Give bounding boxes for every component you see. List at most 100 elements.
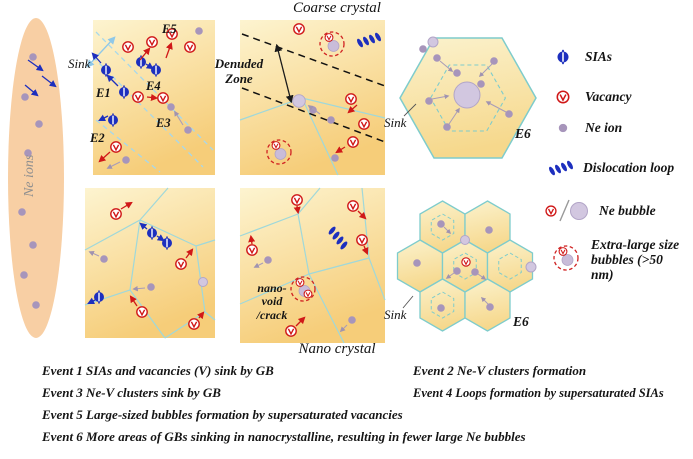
panel-background	[240, 20, 385, 175]
legend-icons	[545, 48, 588, 270]
vacancy-icon	[345, 93, 357, 105]
ne-ion-icon	[331, 154, 339, 162]
sink-label-hex-bottom: Sink	[384, 307, 407, 322]
nano-crystal-title: Nano crystal	[298, 341, 376, 357]
ne-ion-icon	[21, 93, 29, 101]
ne-ion-icon	[425, 97, 433, 105]
denuded-zone-line1: Denuded	[214, 56, 264, 71]
cluster-arrows	[307, 104, 358, 154]
ne-arrows	[106, 110, 184, 169]
sink-pointer	[402, 295, 414, 309]
sink-label-coarse: Sink	[68, 56, 91, 71]
ne-ion-icon	[348, 316, 356, 324]
ne-migration-arrows	[443, 226, 489, 305]
event-3-text: Event 3 Ne-V clusters sink by GB	[42, 385, 221, 400]
ne-ion-icon	[437, 304, 445, 312]
ne-ion-icon	[419, 45, 427, 53]
ne-bubble-icon	[460, 235, 470, 245]
ne-bubble-icon	[427, 36, 439, 48]
event-4-text: Event 4 Loops formation by supersaturate…	[413, 386, 664, 400]
ne-ion-icon	[32, 301, 40, 309]
event-5-text: Event 5 Large-sized bubbles formation by…	[42, 407, 403, 422]
vacancy-icon	[347, 136, 359, 148]
panel-coarse-grain	[86, 20, 215, 175]
event-2-text: Event 2 Ne-V clusters formation	[413, 363, 587, 378]
vacancy-icon	[291, 194, 303, 206]
slash-divider	[559, 199, 570, 222]
nano-void-line2: void	[261, 294, 283, 309]
e6-label-top: E6	[515, 126, 531, 141]
ne-bubble-icon	[198, 277, 208, 287]
vacancy-icon	[122, 41, 134, 53]
sink-arrows	[87, 201, 205, 320]
panel-nano-left	[84, 187, 216, 339]
inner-hexagons-dashed	[430, 213, 522, 319]
vacancy-icon	[132, 91, 144, 103]
ne-ion-icon	[147, 283, 155, 291]
sia-icon	[556, 48, 570, 66]
vacancy-icon	[358, 118, 370, 130]
extra-large-bubble-icon	[554, 246, 578, 270]
ne-ion-icon	[35, 120, 43, 128]
sink-arrows	[248, 205, 369, 333]
vacancy-icon	[347, 200, 359, 212]
sia-arrows	[91, 52, 154, 121]
nano-void-line3: /crack	[256, 307, 288, 322]
ne-ion-icon	[558, 123, 568, 133]
vacancy-icon	[157, 92, 169, 104]
ne-ion-icon	[433, 54, 441, 62]
panel-denuded-zone	[239, 20, 386, 176]
ne-ion-icon	[264, 256, 272, 264]
vacancy-icon	[285, 325, 297, 337]
nano-grain-boundaries	[239, 187, 386, 344]
ne-ion-source	[8, 18, 64, 338]
event-1-text: Event 1 SIAs and vacancies (V) sink by G…	[42, 363, 274, 378]
vacancy-icon	[184, 41, 196, 53]
vacancy-icon	[188, 318, 200, 330]
ne-ion-icon	[486, 303, 494, 311]
ne-bubble-icon	[292, 94, 306, 108]
e6-label-bottom: E6	[513, 314, 529, 329]
vacancy-icon	[461, 257, 471, 267]
vacancy-icon	[556, 90, 570, 104]
vacancy-icon	[303, 289, 313, 299]
ne-ion-icon	[184, 126, 192, 134]
coarse-crystal-title: Coarse crystal	[293, 0, 381, 16]
nano-void-label: nano- void /crack	[246, 281, 298, 322]
sink-label-hex-top: Sink	[384, 115, 407, 130]
nano-honeycomb	[396, 200, 537, 332]
denuded-zone-double-arrow	[274, 43, 294, 104]
sink-pointer	[403, 103, 417, 117]
vacancy-icon	[136, 306, 148, 318]
inner-hexagon-dashed	[429, 64, 507, 132]
denuded-zone-boundaries	[241, 33, 386, 143]
event-e2-label: E2	[90, 131, 105, 145]
event-e1-label: E1	[96, 86, 111, 100]
vacancy-icon	[545, 205, 557, 217]
ne-ion-icon	[195, 27, 203, 35]
nano-void-line1: nano-	[257, 281, 287, 295]
ne-ion-icon	[485, 226, 493, 234]
ne-ion-icon	[29, 53, 37, 61]
legend-loop-label: Dislocation loop	[583, 160, 675, 175]
denuded-zone-label: Denuded Zone	[208, 56, 270, 86]
vacancy-icon	[293, 23, 305, 35]
ne-ion-icon	[505, 110, 513, 118]
sink-double-arrow	[86, 36, 116, 68]
ne-ion-icon	[453, 69, 461, 77]
dislocation-loop-icon	[547, 159, 575, 177]
ne-bubble-icon	[525, 261, 537, 273]
ne-ion-icon	[100, 255, 108, 263]
ne-ion-icon	[453, 267, 461, 275]
implantation-arrows	[24, 59, 57, 97]
ne-ion-icon	[443, 123, 451, 131]
ne-ion-icon	[437, 220, 445, 228]
vacancy-icon	[175, 258, 187, 270]
large-ne-bubble	[453, 81, 481, 109]
coarse-hexagon-grain	[399, 36, 537, 159]
legend-bubble-label: Ne bubble	[599, 203, 656, 218]
ne-ion-icon	[413, 259, 421, 267]
legend-vacancy-label: Vacancy	[585, 89, 632, 104]
denuded-zone-line2: Zone	[225, 70, 253, 86]
